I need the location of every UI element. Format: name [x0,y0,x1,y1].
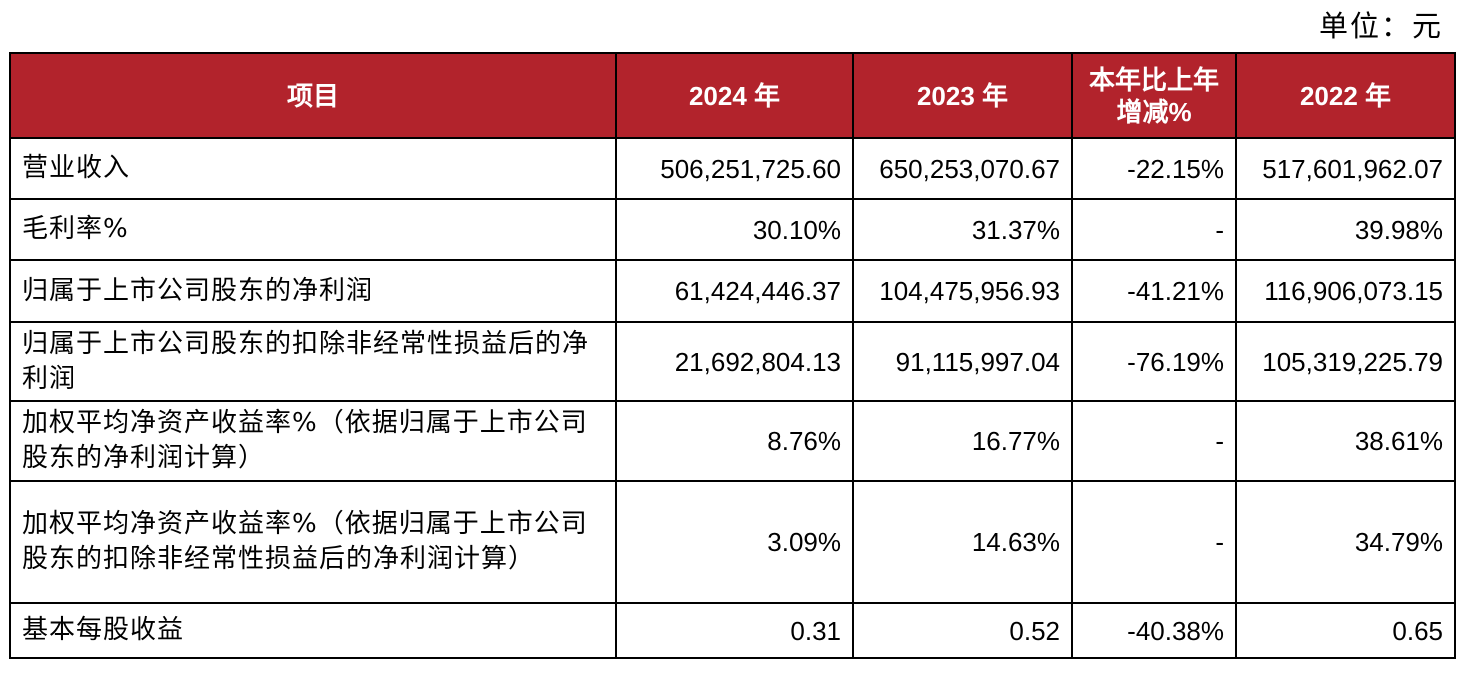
row-label: 加权平均净资产收益率%（依据归属于上市公司股东的扣除非经常性损益后的净利润计算） [9,480,617,604]
row-label: 归属于上市公司股东的净利润 [9,259,617,323]
cell-2022: 39.98% [1235,198,1456,261]
cell-change: -76.19% [1071,321,1237,402]
table-row: 加权平均净资产收益率%（依据归属于上市公司股东的净利润计算） 8.76% 16.… [9,400,1456,482]
row-label: 营业收入 [9,137,617,200]
cell-2024: 61,424,446.37 [615,259,854,323]
header-2023: 2023 年 [852,52,1073,139]
table-row: 营业收入 506,251,725.60 650,253,070.67 -22.1… [9,137,1456,200]
cell-2022: 105,319,225.79 [1235,321,1456,402]
row-label: 加权平均净资产收益率%（依据归属于上市公司股东的净利润计算） [9,400,617,482]
table-row: 毛利率% 30.10% 31.37% - 39.98% [9,198,1456,261]
cell-2024: 506,251,725.60 [615,137,854,200]
cell-2023: 31.37% [852,198,1073,261]
cell-2023: 16.77% [852,400,1073,482]
cell-change: -40.38% [1071,602,1237,659]
cell-2022: 0.65 [1235,602,1456,659]
cell-change: - [1071,480,1237,604]
cell-2022: 517,601,962.07 [1235,137,1456,200]
cell-change: - [1071,198,1237,261]
cell-2024: 3.09% [615,480,854,604]
cell-2023: 14.63% [852,480,1073,604]
cell-2024: 30.10% [615,198,854,261]
financial-summary-table: 项目 2024 年 2023 年 本年比上年增减% 2022 年 营业收入 50… [9,52,1456,659]
header-2022: 2022 年 [1235,52,1456,139]
table-row: 基本每股收益 0.31 0.52 -40.38% 0.65 [9,602,1456,659]
table-header-row: 项目 2024 年 2023 年 本年比上年增减% 2022 年 [9,52,1456,139]
table-row: 加权平均净资产收益率%（依据归属于上市公司股东的扣除非经常性损益后的净利润计算）… [9,480,1456,604]
unit-label: 单位：元 [1318,9,1443,43]
cell-2023: 91,115,997.04 [852,321,1073,402]
cell-2023: 650,253,070.67 [852,137,1073,200]
cell-2024: 21,692,804.13 [615,321,854,402]
header-2024: 2024 年 [615,52,854,139]
cell-2022: 34.79% [1235,480,1456,604]
row-label: 归属于上市公司股东的扣除非经常性损益后的净利润 [9,321,617,402]
cell-2022: 38.61% [1235,400,1456,482]
table-row: 归属于上市公司股东的扣除非经常性损益后的净利润 21,692,804.13 91… [9,321,1456,402]
cell-change: -22.15% [1071,137,1237,200]
cell-change: -41.21% [1071,259,1237,323]
cell-2023: 0.52 [852,602,1073,659]
table-row: 归属于上市公司股东的净利润 61,424,446.37 104,475,956.… [9,259,1456,323]
cell-2023: 104,475,956.93 [852,259,1073,323]
cell-2024: 8.76% [615,400,854,482]
row-label: 毛利率% [9,198,617,261]
row-label: 基本每股收益 [9,602,617,659]
header-item: 项目 [9,52,617,139]
cell-2022: 116,906,073.15 [1235,259,1456,323]
cell-change: - [1071,400,1237,482]
header-change: 本年比上年增减% [1071,52,1237,139]
cell-2024: 0.31 [615,602,854,659]
